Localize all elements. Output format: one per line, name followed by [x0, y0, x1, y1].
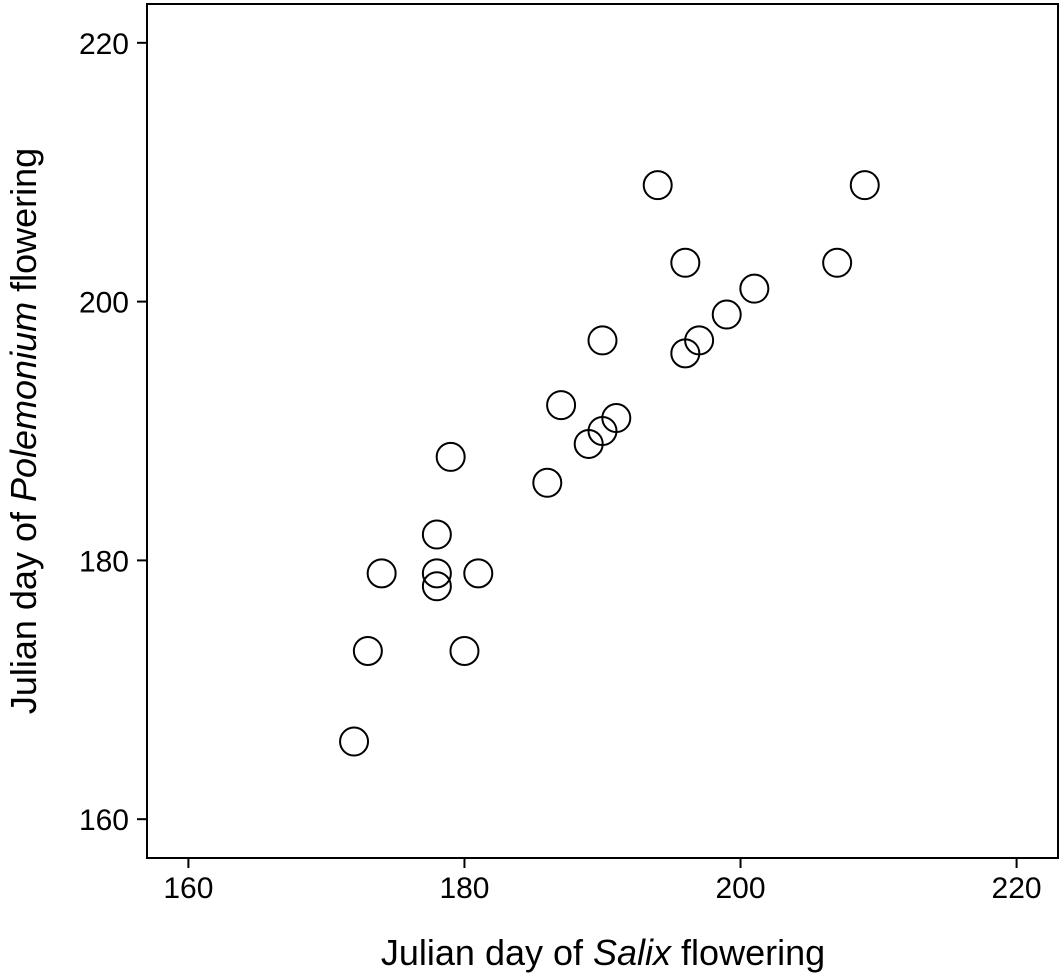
data-point [849, 170, 880, 201]
data-points [339, 170, 880, 757]
data-point [642, 170, 673, 201]
data-point [711, 299, 742, 330]
data-point [421, 519, 452, 550]
data-point [822, 247, 853, 278]
x-tick-label: 200 [715, 872, 765, 905]
y-tick-label: 160 [79, 804, 129, 837]
data-point [684, 325, 715, 356]
data-point [421, 558, 452, 589]
data-point [352, 635, 383, 666]
x-axis-label: Julian day of Salix flowering [381, 932, 825, 973]
y-axis-label: Julian day of Polemonium flowering [3, 148, 44, 714]
data-point [532, 467, 563, 498]
data-point [739, 273, 770, 304]
data-point [339, 726, 370, 757]
data-point [421, 571, 452, 602]
y-tick-label: 200 [79, 287, 129, 320]
plot-frame [146, 3, 1059, 859]
data-point [366, 558, 397, 589]
x-tick-label: 180 [439, 872, 489, 905]
y-tick-label: 220 [79, 28, 129, 61]
data-point [546, 390, 577, 421]
data-point [587, 325, 618, 356]
data-point [670, 247, 701, 278]
x-tick-label: 160 [163, 872, 213, 905]
data-point [449, 635, 480, 666]
data-point [463, 558, 494, 589]
data-point [435, 441, 466, 472]
data-point [601, 403, 632, 434]
y-tick-label: 180 [79, 545, 129, 578]
x-tick-label: 220 [992, 872, 1042, 905]
axis-ticks: 160 180 200 220 160 180 200 220 [79, 28, 1042, 905]
